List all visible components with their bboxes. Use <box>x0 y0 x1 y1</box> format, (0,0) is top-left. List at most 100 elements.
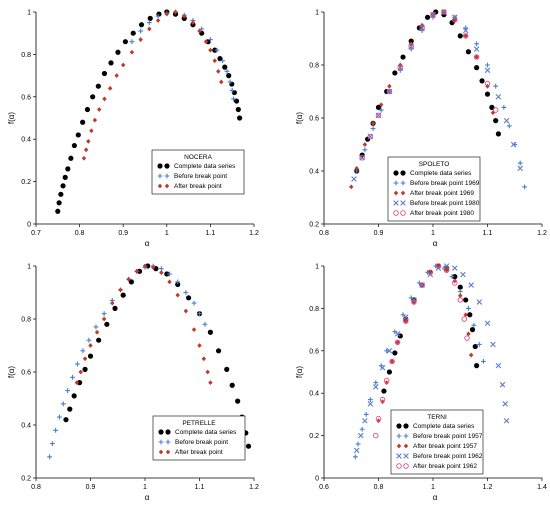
legend-title: PETRELLE <box>182 420 216 427</box>
y-tick-label: 0.6 <box>309 348 319 355</box>
data-point <box>419 282 425 288</box>
data-point <box>427 269 434 276</box>
data-point <box>465 49 472 55</box>
data-point <box>493 83 499 89</box>
data-point <box>349 184 354 190</box>
data-point <box>474 65 480 71</box>
data-point <box>517 165 523 172</box>
data-point <box>208 37 213 42</box>
data-point <box>118 287 123 293</box>
x-axis-label: α <box>433 239 438 248</box>
data-point <box>452 274 458 280</box>
legend-marker <box>393 170 399 176</box>
data-point <box>224 68 230 74</box>
data-point <box>65 166 71 172</box>
x-tick-label: 0.9 <box>374 230 384 237</box>
data-point <box>101 70 108 77</box>
data-point <box>468 282 474 288</box>
data-point <box>403 318 409 324</box>
data-point <box>63 417 69 423</box>
data-point <box>74 380 80 385</box>
data-point <box>82 356 88 362</box>
data-point <box>379 364 386 371</box>
data-point <box>463 312 468 318</box>
data-point <box>495 362 502 369</box>
data-point <box>226 73 232 79</box>
legend-marker <box>165 449 171 455</box>
data-point <box>214 47 220 53</box>
legend-marker <box>403 423 409 429</box>
data-point <box>138 22 145 28</box>
data-point <box>197 28 202 34</box>
legend-marker <box>400 190 406 196</box>
legend-marker <box>393 200 399 206</box>
data-point <box>164 11 169 17</box>
data-point <box>245 443 252 449</box>
data-point <box>499 381 506 388</box>
data-point <box>229 88 235 93</box>
legend-entry-label: Before break point <box>174 173 227 180</box>
data-point <box>90 94 96 100</box>
data-point <box>47 454 53 460</box>
x-tick-label: 1.2 <box>537 230 547 237</box>
series-5 <box>373 263 470 439</box>
data-point <box>231 89 237 96</box>
data-point <box>201 356 207 362</box>
legend-entry-label: After break point 1980 <box>410 210 474 217</box>
data-point <box>147 15 153 21</box>
data-point <box>186 295 192 301</box>
legend-marker <box>164 173 170 179</box>
data-point <box>60 183 66 189</box>
x-tick-label: 0.7 <box>31 230 41 237</box>
y-tick-label: 0.2 <box>21 179 31 186</box>
data-point <box>351 176 357 182</box>
data-point <box>457 33 463 39</box>
legend-marker <box>157 183 163 189</box>
data-point <box>463 25 469 31</box>
data-point <box>75 132 81 138</box>
legend-marker <box>165 429 171 435</box>
data-point <box>400 312 406 318</box>
y-tick-label: 0.4 <box>309 391 319 398</box>
data-point <box>373 380 379 385</box>
data-point <box>452 280 458 286</box>
data-point <box>202 321 208 327</box>
data-point <box>457 297 464 303</box>
data-point <box>466 331 471 337</box>
data-point <box>216 68 221 74</box>
series-2 <box>354 9 527 190</box>
data-point <box>352 454 358 460</box>
data-point <box>394 339 401 346</box>
legend-marker <box>165 439 171 445</box>
data-point <box>411 299 417 305</box>
series-1 <box>381 263 480 394</box>
data-point <box>108 60 114 66</box>
data-point <box>114 73 119 78</box>
data-point <box>55 208 61 214</box>
legend-marker <box>164 163 170 169</box>
data-point <box>159 270 164 276</box>
data-point <box>122 39 128 45</box>
legend: TERNI Complete data series Before break po… <box>390 409 484 475</box>
data-point <box>78 369 83 375</box>
legend-marker <box>396 453 402 459</box>
data-point <box>190 20 196 25</box>
legend-marker <box>164 183 170 189</box>
data-point <box>471 322 477 328</box>
series-5 <box>359 9 499 161</box>
data-point <box>424 14 431 20</box>
y-tick-label: 1 <box>315 264 319 271</box>
data-point <box>183 308 189 314</box>
data-point <box>235 106 241 113</box>
data-point <box>464 335 470 341</box>
legend: SPOLETO Complete data series Before break … <box>387 156 481 222</box>
x-tick-label: 1 <box>165 230 169 237</box>
y-tick-label: 0.8 <box>21 52 31 59</box>
legend-marker <box>396 433 402 439</box>
data-point <box>89 128 94 134</box>
legend-marker <box>157 173 163 179</box>
data-point <box>115 49 121 55</box>
data-point <box>80 348 86 354</box>
data-point <box>138 28 144 34</box>
data-point <box>386 369 392 375</box>
